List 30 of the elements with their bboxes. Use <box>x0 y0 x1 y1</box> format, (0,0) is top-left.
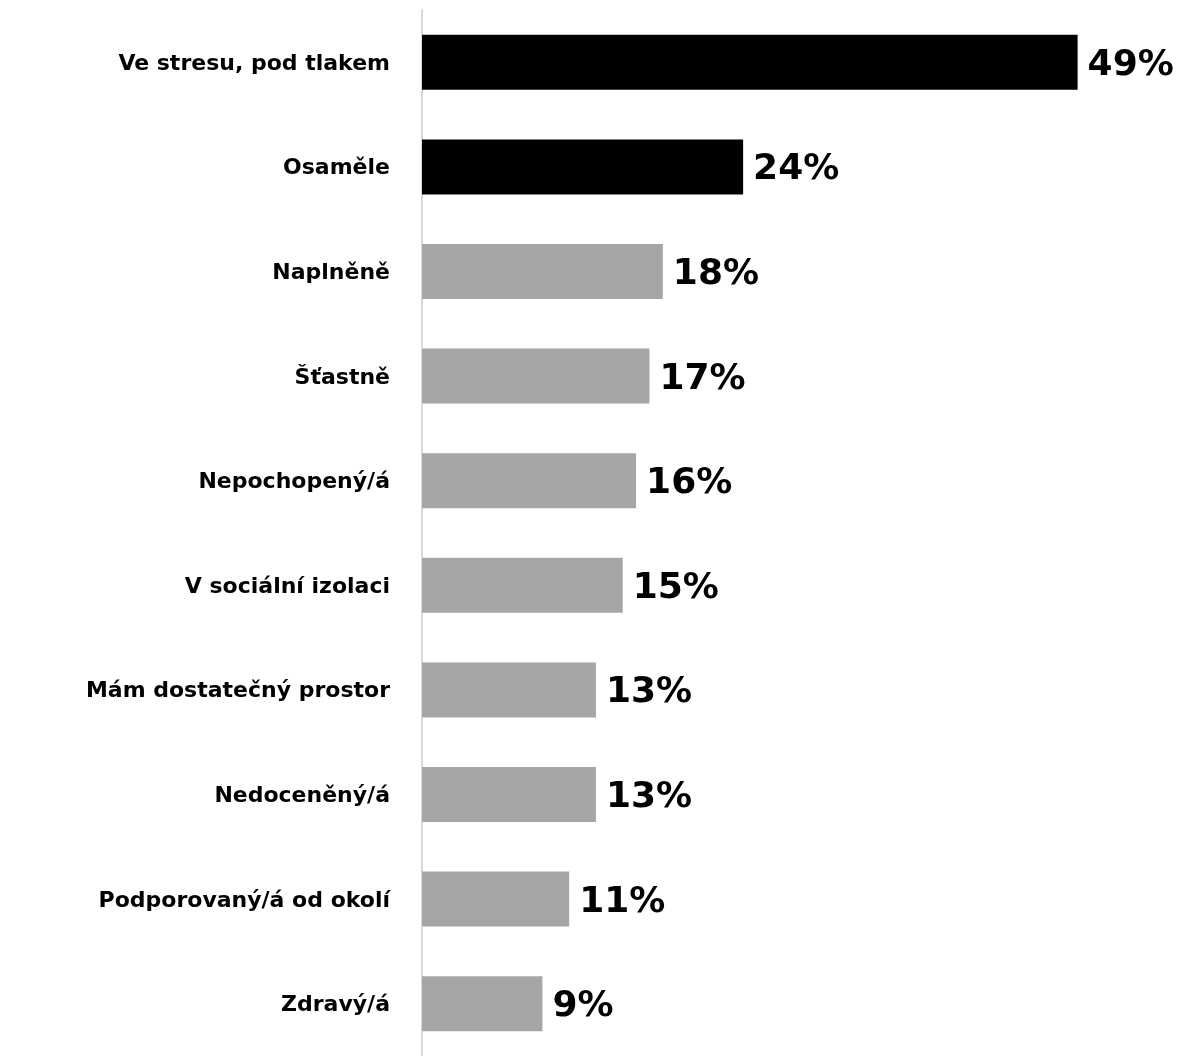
data-label: 11% <box>579 878 666 920</box>
y-tick-label: V sociální izolaci <box>184 572 390 598</box>
y-tick-label: Mám dostatečný prostor <box>85 677 391 703</box>
bar <box>422 767 596 822</box>
data-label: 13% <box>605 669 693 711</box>
bar <box>422 244 663 299</box>
data-label: 17% <box>659 355 746 397</box>
data-label: 9% <box>552 983 614 1025</box>
y-tick-label: Nedoceněný/á <box>214 782 390 807</box>
bar <box>422 348 650 404</box>
bar <box>422 871 570 927</box>
y-tick-label: Naplněně <box>272 259 390 284</box>
y-tick-label: Šťastně <box>294 363 390 389</box>
bar <box>422 139 744 195</box>
bar <box>422 453 637 509</box>
y-tick-label: Ve stresu, pod tlakem <box>118 49 390 75</box>
bar <box>422 557 623 613</box>
data-label: 24% <box>753 146 840 188</box>
data-label: 18% <box>672 251 760 292</box>
bar <box>422 662 596 718</box>
bar <box>422 34 1078 90</box>
y-tick-label: Nepochopený/á <box>198 468 390 494</box>
y-tick-label: Podporovaný/á od okolí <box>98 886 392 912</box>
data-label: 16% <box>646 460 733 502</box>
data-label: 15% <box>632 564 719 606</box>
y-tick-label: Zdravý/á <box>281 991 390 1017</box>
bar <box>422 976 543 1032</box>
y-tick-label: Osaměle <box>283 154 390 180</box>
data-label: 13% <box>605 774 693 815</box>
data-label: 49% <box>1087 41 1174 83</box>
